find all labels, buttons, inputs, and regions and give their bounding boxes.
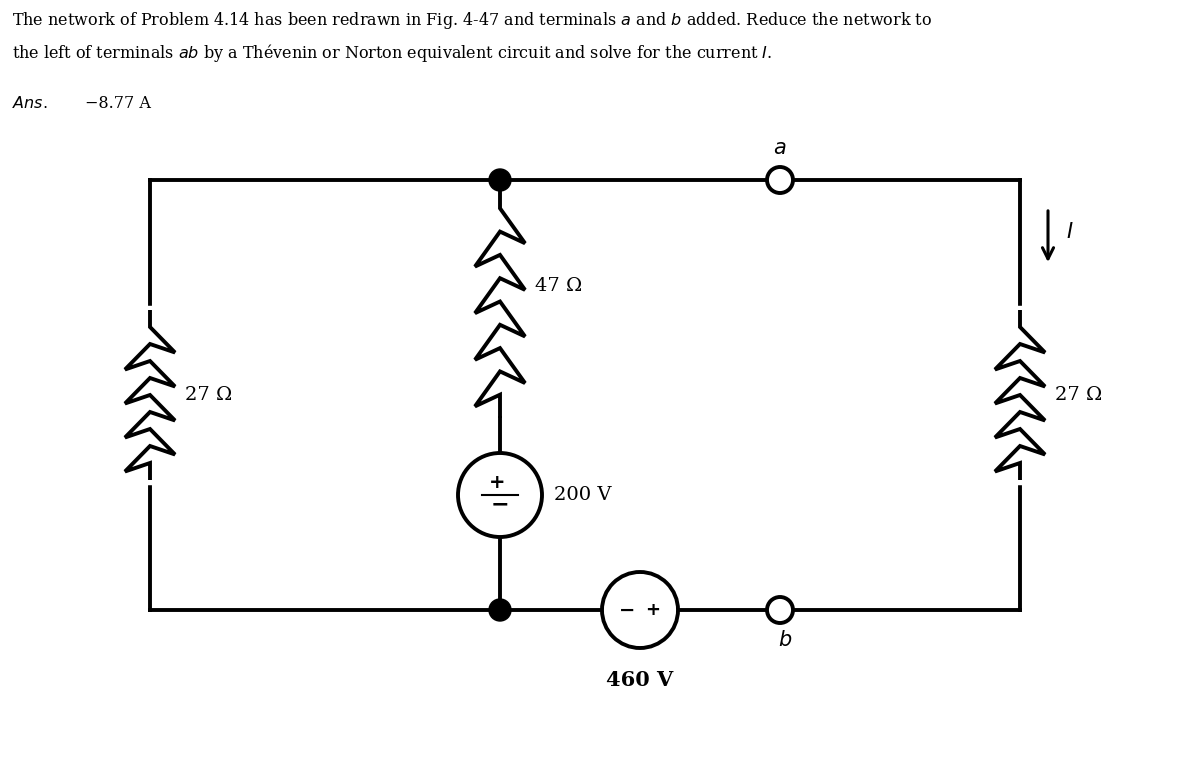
Circle shape (768, 597, 793, 623)
Text: $I$: $I$ (1066, 221, 1073, 242)
Text: $Ans.$: $Ans.$ (12, 95, 48, 112)
Circle shape (488, 169, 511, 191)
Circle shape (458, 453, 543, 537)
Text: +: + (488, 473, 505, 492)
Circle shape (488, 599, 511, 621)
Text: 200 V: 200 V (555, 486, 611, 504)
Circle shape (768, 167, 793, 193)
Circle shape (602, 572, 678, 648)
Text: The network of Problem 4.14 has been redrawn in Fig. 4-47 and terminals $a$ and : The network of Problem 4.14 has been red… (12, 10, 932, 31)
Text: $a$: $a$ (774, 138, 787, 158)
Text: +: + (646, 601, 660, 619)
Text: the left of terminals $ab$ by a Thévenin or Norton equivalent circuit and solve : the left of terminals $ab$ by a Thévenin… (12, 42, 772, 64)
Text: 460 V: 460 V (606, 670, 674, 690)
Text: $b$: $b$ (778, 630, 792, 650)
Text: −8.77 A: −8.77 A (85, 95, 150, 112)
Text: 47 Ω: 47 Ω (535, 277, 582, 296)
Text: −: − (491, 494, 509, 514)
Text: 27 Ω: 27 Ω (185, 386, 232, 404)
Text: 27 Ω: 27 Ω (1055, 386, 1102, 404)
Text: −: − (618, 600, 635, 619)
